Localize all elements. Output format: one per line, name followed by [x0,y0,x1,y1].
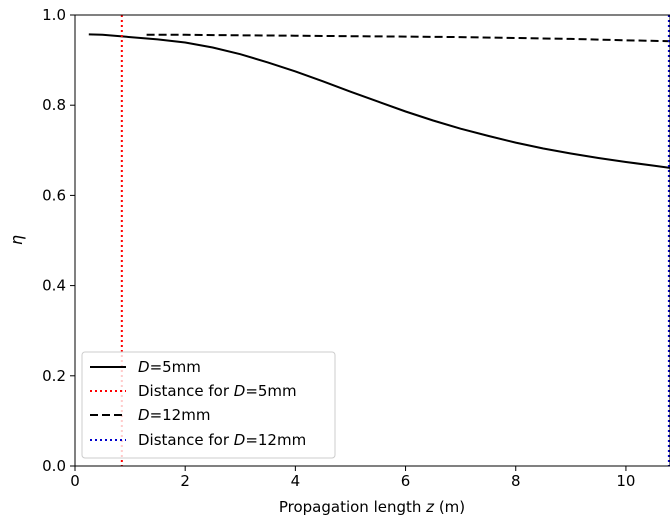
x-tick-label: 0 [70,472,80,490]
x-tick-label: 8 [511,472,521,490]
y-tick-label: 0.4 [42,277,66,295]
x-tick-label: 6 [401,472,411,490]
series-line-0 [88,33,670,169]
legend: D=5mm Distance for D=5mm D=12mm Distance… [81,351,336,459]
x-tick-label: 10 [616,472,635,490]
y-tick-label: 0.8 [42,96,66,114]
y-axis: 0.0 0.2 0.4 0.6 0.8 1.0 [42,6,75,475]
legend-box [81,351,336,459]
legend-label-d12: D=12mm [138,406,210,424]
legend-label-distance-d5: Distance for D=5mm [138,382,297,400]
legend-label-distance-d12: Distance for D=12mm [138,431,306,449]
series-line-2 [146,33,670,43]
x-axis-label: Propagation length z (m) [279,498,465,516]
y-axis-label: η [7,235,26,245]
legend-label-d5: D=5mm [138,358,201,376]
y-tick-label: 0.6 [42,186,66,204]
x-tick-label: 4 [291,472,301,490]
plot-area-frame [74,14,670,467]
x-tick-label: 2 [180,472,190,490]
y-tick-label: 0.2 [42,367,66,385]
y-tick-label: 0.0 [42,457,66,475]
y-tick-label: 1.0 [42,6,66,24]
x-axis: 0 2 4 6 8 10 [70,466,635,490]
